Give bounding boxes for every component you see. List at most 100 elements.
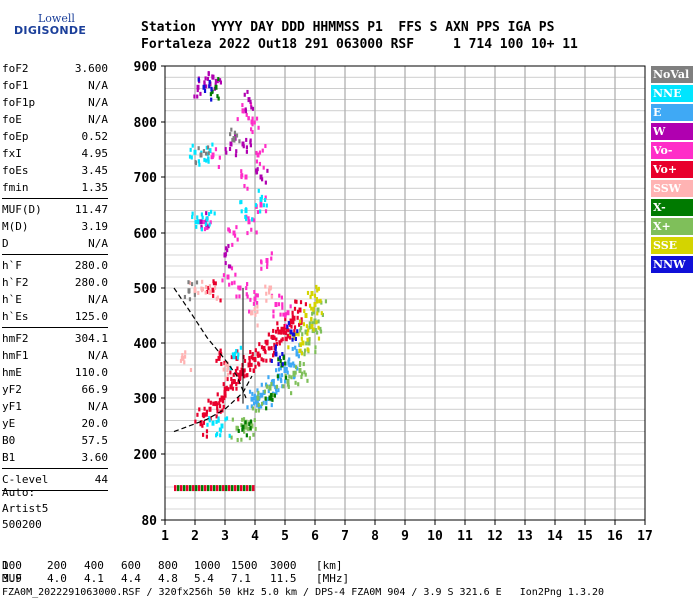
data-point-e [286,370,289,375]
data-point-sse [307,328,310,333]
data-point-x [244,420,247,425]
data-point-vo [253,357,257,362]
param-value: N/A [88,293,108,306]
data-point-x [301,332,304,337]
data-point-nnw [278,355,281,360]
data-point-vo [282,329,285,334]
data-point-sse [308,303,312,308]
data-point-vo [220,395,224,401]
data-point-vo [259,202,263,208]
data-point-w [244,109,248,114]
data-point-vo [203,227,207,232]
data-point-x [240,437,243,442]
param-label: h`Es [2,310,29,323]
data-point-ssw [253,307,256,312]
data-point-w [211,74,215,80]
data-point-sse [313,302,317,307]
data-point-vo [299,300,303,305]
param-label: yF1 [2,400,22,413]
header-label-p1: P1 [367,20,383,35]
data-point-sse [315,284,318,289]
data-point-vo [247,219,251,225]
param-row-clevel: C-level 44 [2,471,108,488]
data-point-vo [211,287,215,293]
model-curve [173,375,253,433]
header-label-pps: PPS [476,20,500,35]
data-point-ssw [197,290,200,295]
data-point-vo [260,357,263,362]
data-point-vo [234,368,238,373]
data-point-x [269,393,273,398]
data-point-vo [262,165,265,170]
muf-value: [MHz] [316,572,350,585]
data-point-nnw [291,332,294,337]
data-point-e [295,348,298,353]
data-point-vo [218,401,221,406]
data-point-noval [235,133,239,138]
data-point-vo [242,109,245,114]
legend-item-e: E [651,104,693,121]
muf-value: 4.0 [47,572,67,585]
data-point-vo [283,326,286,331]
data-point-ssw [268,290,271,295]
data-point-x [305,341,308,346]
data-point-ssw [189,367,193,372]
data-point-sse [310,316,313,321]
data-point-nne [239,345,242,350]
data-point-nne [201,215,204,220]
data-point-x [241,424,245,430]
param-separator [2,468,108,469]
data-point-vo [249,367,252,372]
data-point-sse [304,313,308,318]
data-point-nne [210,209,213,214]
param-label: h`E [2,293,22,306]
autoscale-method: Artist5 [2,502,49,515]
data-point-vo [289,304,292,309]
param-value: N/A [88,79,108,92]
header-value: 1 [453,37,461,52]
data-point-x [257,402,260,407]
data-point-vo [253,120,256,125]
data-point-ssw [224,376,227,381]
header-label-iga: IGA [507,20,532,35]
param-separator [2,327,108,328]
data-point-vo [268,346,271,351]
data-point-noval [230,127,233,132]
header-value: 2022 [219,37,251,52]
data-point-sse [312,327,315,332]
x-tick-label: 14 [547,529,563,544]
data-point-x [260,401,264,406]
data-point-vo [296,315,299,320]
data-point-vo [212,293,215,298]
data-point-e [250,396,254,402]
data-point-vo [258,362,261,367]
data-point-nne [235,349,238,354]
param-value: 3.45 [81,164,109,177]
data-point-vo [276,326,279,331]
data-point-vo [273,335,276,340]
data-point-vo [230,281,234,286]
data-point-e [277,388,280,393]
data-point-x [214,84,218,90]
data-point-vo [240,367,243,372]
data-point-nnw [274,347,277,352]
data-point-e [280,373,284,378]
data-point-sse [306,290,310,295]
data-point-x [257,408,260,413]
data-point-w [224,252,227,257]
data-point-noval [233,130,237,135]
data-point-vo [253,218,256,223]
data-point-nne [240,200,243,205]
y-tick-label: 500 [134,282,158,297]
data-point-x [314,328,317,333]
param-value: 4.95 [81,147,109,160]
es-trace-mark [201,485,204,492]
data-point-nnw [293,332,296,337]
data-point-ssw [265,291,268,296]
data-point-ssw [183,354,187,359]
data-point-vo [246,186,249,191]
data-point-vo [260,260,263,265]
data-point-vo [289,335,292,340]
data-point-vo [272,328,275,333]
param-label: C-level [2,473,49,486]
